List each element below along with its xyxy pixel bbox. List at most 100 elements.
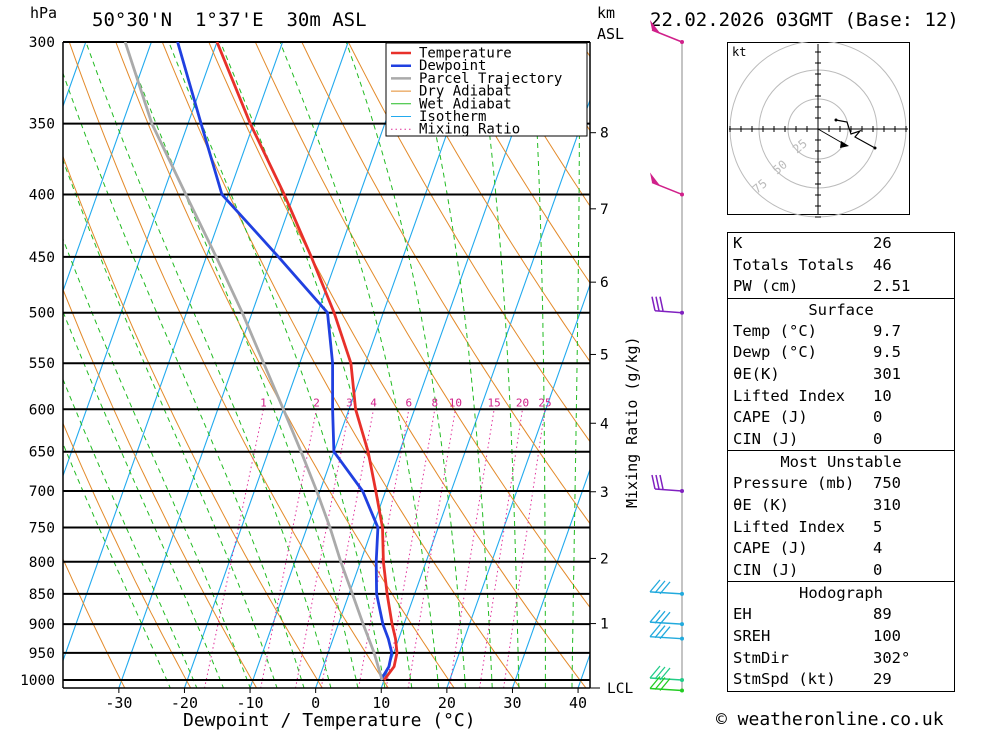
index-value: 310 xyxy=(873,495,901,514)
wind-barb xyxy=(649,676,684,693)
isotherm-line xyxy=(380,98,590,688)
index-value: 5 xyxy=(873,517,883,536)
mixing-ratio-label: 6 xyxy=(405,396,412,409)
index-key: Pressure (mb) xyxy=(733,474,855,493)
location-title: 50°30'N 1°37'E 30m ASL xyxy=(92,9,367,31)
wind-barb xyxy=(649,665,684,682)
index-key: CAPE (J) xyxy=(733,539,808,558)
index-value: 0 xyxy=(873,408,883,427)
pressure-tick-label: 400 xyxy=(29,187,55,203)
pressure-tick-label: 750 xyxy=(29,521,55,537)
wet-adiabat-line xyxy=(531,42,546,688)
index-key: EH xyxy=(733,605,752,624)
x-axis-label: Dewpoint / Temperature (°C) xyxy=(183,710,476,731)
mixing-ratio-line xyxy=(204,409,264,688)
pressure-tick-label: 550 xyxy=(29,356,55,372)
mixing-ratio-line xyxy=(407,409,456,688)
height-km-label: 8 xyxy=(600,126,609,142)
index-value: 302° xyxy=(873,648,911,667)
wet-adiabat-line xyxy=(345,42,467,688)
wet-adiabat-line xyxy=(63,310,224,688)
index-key: Totals Totals xyxy=(733,255,855,274)
temperature-tick-label: -10 xyxy=(237,694,264,712)
index-value: 9.7 xyxy=(873,321,901,340)
temperature-profile-line xyxy=(215,42,399,681)
mixing-ratio-line xyxy=(260,409,317,688)
height-km-label: 3 xyxy=(600,485,609,501)
hodograph-point xyxy=(873,146,877,150)
index-key: SREH xyxy=(733,626,771,645)
pressure-tick-label: 950 xyxy=(29,646,55,662)
index-row: StmDir 302° xyxy=(728,648,954,670)
wet-adiabat-line xyxy=(63,71,305,688)
index-row: CIN (J) 0 xyxy=(728,429,954,451)
index-key: Lifted Index xyxy=(733,386,845,405)
mixing-ratio-label: 20 xyxy=(516,396,529,409)
pressure-tick-label: 300 xyxy=(29,35,55,51)
dry-adiabat-line xyxy=(254,42,590,609)
mixing-ratio-line xyxy=(358,409,410,688)
legend-entry-label: Dewpoint xyxy=(419,58,486,74)
dry-adiabat-line xyxy=(161,42,521,688)
temperature-tick-label: 10 xyxy=(372,694,390,712)
index-row: Lifted Index 5 xyxy=(728,517,954,539)
wet-adiabat-line xyxy=(476,42,520,688)
pressure-tick-label: 600 xyxy=(29,402,55,418)
wet-adiabat-line xyxy=(413,42,493,688)
index-row: Pressure (mb) 750 xyxy=(728,473,954,495)
index-row: SREH 100 xyxy=(728,626,954,648)
index-value: 89 xyxy=(873,605,892,624)
wind-barb xyxy=(650,172,684,197)
legend-entry-label: Parcel Trajectory xyxy=(419,71,562,87)
dewpoint-profile-line xyxy=(176,42,394,681)
wet-adiabat-line xyxy=(85,42,332,688)
wet-adiabat-line xyxy=(63,378,198,688)
temperature-tick-label: -20 xyxy=(171,694,198,712)
index-key: θE(K) xyxy=(733,364,780,383)
mixing-ratio-line xyxy=(479,409,523,688)
height-km-label: 4 xyxy=(600,416,609,432)
index-row: Dewp (°C) 9.5 xyxy=(728,342,954,364)
pressure-tick-label: 650 xyxy=(29,445,55,461)
isotherm-line xyxy=(446,283,590,688)
height-km-label: 1 xyxy=(600,617,609,633)
hodograph-unit-label: kt xyxy=(732,45,747,59)
surface-heading: Surface xyxy=(728,297,954,321)
index-key: CIN (J) xyxy=(733,560,799,579)
index-key: CAPE (J) xyxy=(733,408,808,427)
wind-barb xyxy=(649,624,684,641)
legend-entry-label: Wet Adiabat xyxy=(419,96,512,112)
dry-adiabat-line xyxy=(68,42,389,688)
index-row: EH 89 xyxy=(728,604,954,626)
dry-adiabat-line xyxy=(63,288,258,688)
index-key: Lifted Index xyxy=(733,517,845,536)
index-key: θE (K) xyxy=(733,495,789,514)
isotherm-line xyxy=(315,42,546,688)
mixing-ratio-label: 2 xyxy=(313,396,320,409)
dry-adiabat-line xyxy=(63,557,126,688)
wet-adiabat-line xyxy=(168,42,386,688)
index-value: 10 xyxy=(873,386,892,405)
indices-table: K 26 Totals Totals 46 PW (cm) 2.51 Surface Te… xyxy=(727,232,955,692)
isotherm-line xyxy=(63,42,218,478)
wind-barb xyxy=(649,609,684,627)
pressure-tick-label: 1000 xyxy=(20,673,55,689)
wet-adiabat-line xyxy=(63,158,278,688)
pressure-unit-label: hPa xyxy=(30,4,58,22)
pressure-tick-label: 450 xyxy=(29,250,55,266)
legend-entry-label: Dry Adiabat xyxy=(419,84,512,100)
index-value: 0 xyxy=(873,429,883,448)
index-value: 100 xyxy=(873,626,901,645)
index-row: θE(K) 301 xyxy=(728,364,954,386)
index-value: 29 xyxy=(873,670,892,689)
mixing-ratio-label: 15 xyxy=(487,396,500,409)
index-key: PW (cm) xyxy=(733,277,799,296)
isotherm-line xyxy=(63,42,152,293)
index-key: CIN (J) xyxy=(733,429,799,448)
temperature-tick-label: 30 xyxy=(503,694,521,712)
index-row: θE (K) 310 xyxy=(728,495,954,517)
isotherm-line xyxy=(63,42,284,663)
index-row: PW (cm) 2.51 xyxy=(728,276,954,298)
